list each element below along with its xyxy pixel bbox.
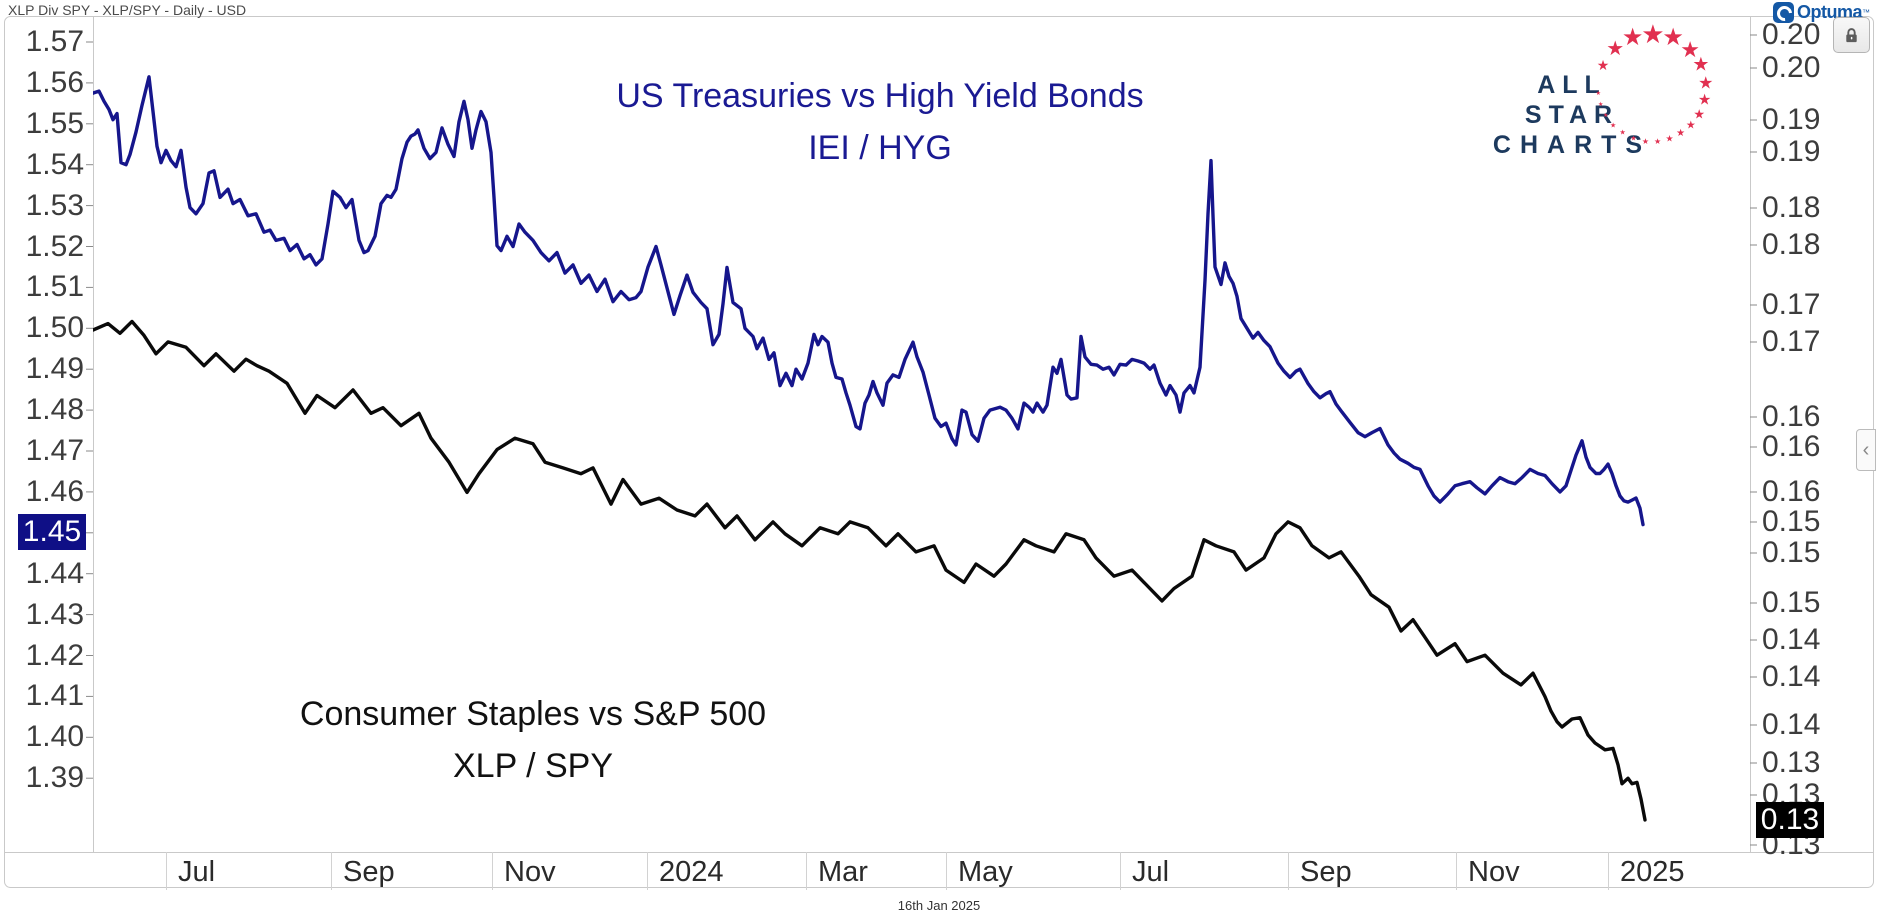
star-icon: ★ (1680, 36, 1701, 62)
left-axis-tick-label: 1.52 (25, 229, 84, 263)
date-axis-label: 2024 (659, 856, 724, 888)
right-axis-tick-label: 0.16 (1762, 430, 1821, 463)
date-axis-label: Sep (1300, 856, 1352, 888)
right-axis-tick-label: 0.20 (1762, 18, 1821, 51)
star-icon: ★ (1662, 24, 1684, 52)
right-axis-tick-label: 0.18 (1762, 191, 1821, 224)
star-icon: ★ (1685, 119, 1696, 131)
left-axis-tick-label: 1.49 (25, 352, 84, 386)
chart-date-footer: 16th Jan 2025 (897, 898, 981, 913)
star-icon: ★ (1630, 135, 1637, 143)
star-icon: ★ (1697, 91, 1712, 109)
star-icon: ★ (1621, 23, 1644, 51)
trademark-mark: ™ (1862, 8, 1870, 17)
left-axis-tick-label: 1.55 (25, 106, 84, 140)
left-axis-tick-label: 1.40 (25, 720, 84, 754)
right-axis-tick-label: 0.17 (1762, 288, 1821, 321)
black-series-annotation: Consumer Staples vs S&P 500 XLP / SPY (173, 688, 893, 792)
right-axis-tick-label: 0.18 (1762, 228, 1821, 261)
right-axis-tick-label: 0.19 (1762, 103, 1821, 136)
left-axis-tick-label: 1.57 (25, 25, 84, 58)
left-axis-tick-label: 1.56 (25, 65, 84, 99)
star-icon: ★ (1692, 54, 1710, 76)
left-axis-tick-label: 1.43 (25, 597, 84, 631)
left-axis-tick-label: 1.44 (25, 556, 84, 590)
allstarcharts-line1: ALL STAR (1524, 71, 1620, 129)
date-axis-label: Sep (343, 856, 395, 888)
left-axis-tick-label: 1.54 (25, 147, 84, 181)
star-icon: ★ (1619, 129, 1626, 137)
star-icon: ★ (1597, 101, 1604, 108)
date-axis-label: Mar (818, 856, 868, 888)
right-axis-tick-label: 0.14 (1762, 708, 1821, 741)
star-icon: ★ (1641, 136, 1649, 146)
right-axis-tick-label: 0.17 (1762, 325, 1821, 358)
star-icon: ★ (1595, 90, 1601, 97)
left-axis-tick-label: 1.41 (25, 679, 84, 713)
instrument-title: XLP Div SPY - XLP/SPY - Daily - USD (8, 2, 247, 18)
allstarcharts-line2: CHARTS (1492, 131, 1652, 159)
star-icon: ★ (1606, 37, 1625, 60)
left-axis-tick-label: 1.48 (25, 393, 84, 427)
date-axis-label: Nov (504, 856, 556, 888)
right-axis-tick-label: 0.16 (1762, 400, 1821, 433)
star-icon: ★ (1676, 127, 1686, 139)
chevron-left-icon: ‹ (1862, 438, 1870, 461)
right-axis-tick-label: 0.15 (1762, 536, 1821, 569)
navy-annotation-line1: US Treasuries vs High Yield Bonds (616, 77, 1144, 115)
allstarcharts-logo-text: ALL STAR CHARTS (1492, 70, 1652, 160)
panel-collapse-button[interactable]: ‹ (1856, 429, 1876, 471)
star-icon: ★ (1693, 106, 1706, 122)
right-axis-tick-label: 0.13 (1762, 746, 1821, 779)
star-icon: ★ (1698, 73, 1714, 93)
allstarcharts-logo: ALL STAR CHARTS ★ ★ ★ ★ ★ ★ ★ ★ ★ ★ ★ ★ ★ ★ ★ ★ ★ ★ ★ ★ ★ (1492, 21, 1732, 159)
left-axis-tick-label: 1.42 (25, 638, 84, 672)
date-axis-label: Nov (1468, 856, 1520, 888)
xlp-spy-line[interactable] (93, 319, 1647, 822)
right-axis-tick-label: 0.20 (1762, 51, 1821, 84)
star-icon: ★ (1610, 122, 1617, 129)
left-axis-tick-label: 1.51 (25, 270, 84, 304)
right-axis-tick-label: 0.14 (1762, 623, 1821, 656)
black-annotation-line1: Consumer Staples vs S&P 500 (299, 695, 767, 733)
date-axis-label: Jul (1132, 856, 1170, 888)
right-axis-tick-label: 0.15 (1762, 586, 1821, 619)
star-icon: ★ (1596, 57, 1610, 74)
left-axis-tick-label: 1.46 (25, 474, 84, 508)
star-icon: ★ (1665, 133, 1674, 144)
iei-hyg-line[interactable] (93, 75, 1645, 527)
lock-button[interactable] (1833, 17, 1870, 53)
right-axis-tick-label: 0.19 (1762, 135, 1821, 168)
right-axis-tick-label: 0.16 (1762, 475, 1821, 508)
navy-annotation-line2: IEI / HYG (808, 129, 952, 167)
left-axis-tick-label: 1.47 (25, 434, 84, 467)
right-axis-tick-label: 0.14 (1762, 660, 1821, 693)
right-axis-tick-label: 0.15 (1762, 505, 1821, 538)
navy-last-price-flag: 1.45 (18, 513, 86, 550)
black-annotation-line2: XLP / SPY (452, 747, 614, 785)
date-axis-label: 2025 (1620, 856, 1685, 888)
date-axis-label: May (958, 856, 1013, 888)
star-icon: ★ (1654, 136, 1662, 146)
black-last-price-flag: 0.13 (1756, 801, 1824, 838)
optuma-logo-icon (1772, 2, 1796, 25)
star-icon: ★ (1641, 19, 1665, 50)
left-axis-tick-label: 1.53 (25, 188, 84, 222)
lock-icon (1846, 27, 1857, 42)
date-axis-label: Jul (178, 856, 216, 888)
navy-series-annotation: US Treasuries vs High Yield Bonds IEI / … (420, 70, 1340, 174)
left-axis-tick-label: 1.39 (25, 761, 84, 795)
star-icon: ★ (1603, 112, 1609, 119)
left-axis-tick-label: 1.50 (25, 311, 84, 345)
